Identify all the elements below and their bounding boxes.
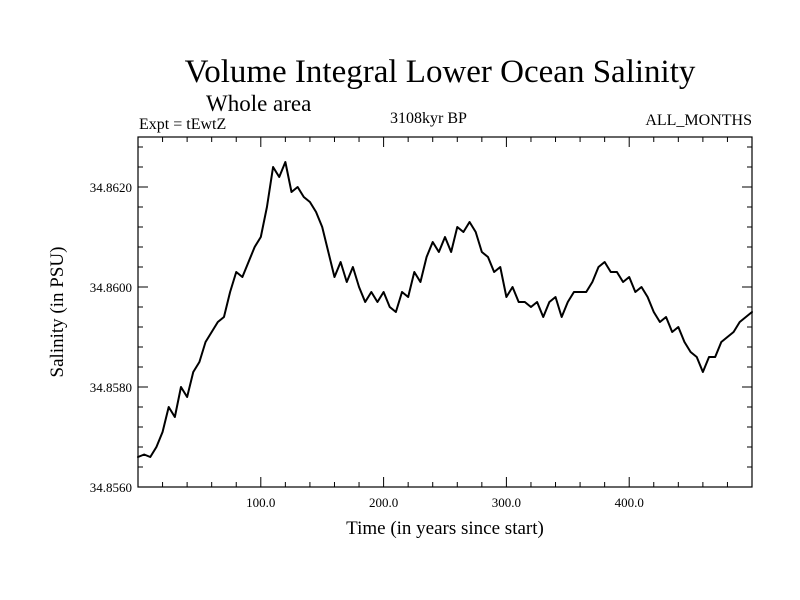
y-tick-label: 34.8560 xyxy=(90,480,132,495)
experiment-label: Expt = tEwtZ xyxy=(139,116,227,133)
plot-frame xyxy=(137,136,753,488)
series-layer xyxy=(137,161,753,458)
x-tick-label: 300.0 xyxy=(492,495,521,510)
x-tick-label: 400.0 xyxy=(615,495,644,510)
x-axis-label: Time (in years since start) xyxy=(346,518,544,539)
chart-title: Volume Integral Lower Ocean Salinity xyxy=(184,54,696,90)
x-tick-label: 200.0 xyxy=(369,495,398,510)
y-tick-label: 34.8600 xyxy=(90,280,132,295)
y-tick-label: 34.8580 xyxy=(90,380,132,395)
tick-labels: 100.0 200.0 300.0 400.0 34.8560 34.8580 34.860… xyxy=(90,180,644,510)
period-label: 3108kyr BP xyxy=(390,110,467,127)
series-line xyxy=(137,161,753,458)
x-tick-label: 100.0 xyxy=(246,495,275,510)
axis-ticks xyxy=(138,137,752,488)
y-tick-label: 34.8620 xyxy=(90,180,132,195)
chart-subtitle: Whole area xyxy=(206,91,312,116)
y-axis-label: Salinity (in PSU) xyxy=(47,247,68,378)
months-label: ALL_MONTHS xyxy=(645,112,752,129)
